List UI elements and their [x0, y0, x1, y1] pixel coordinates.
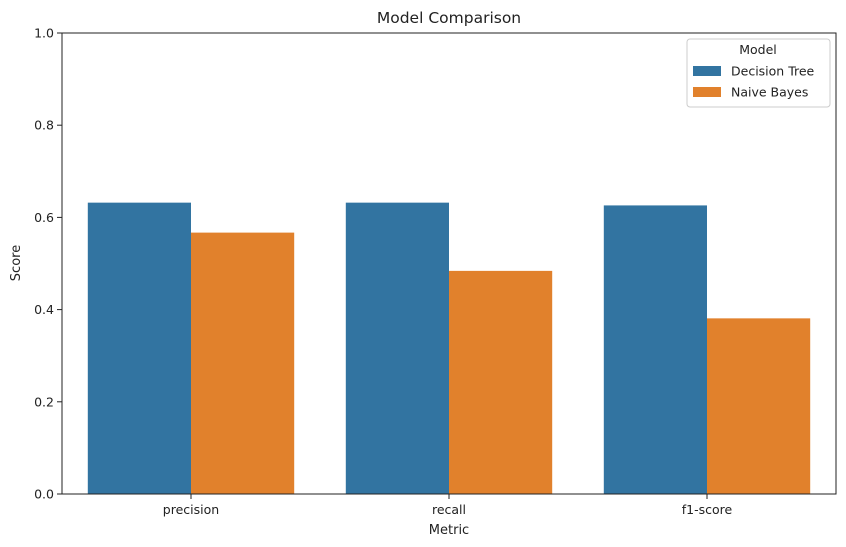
plot-area — [61, 32, 837, 495]
y-tick-label: 0.4 — [34, 302, 54, 317]
legend-swatch — [693, 87, 721, 97]
x-tick-label-recall: recall — [432, 502, 466, 517]
bar-decision-tree-recall — [345, 202, 449, 494]
y-tick-label: 0.2 — [34, 394, 54, 409]
legend-frame — [686, 38, 831, 108]
legend-label: Decision Tree — [731, 64, 815, 79]
legend-swatch — [693, 66, 721, 76]
y-tick-label: 0.0 — [34, 487, 54, 502]
chart-title: Model Comparison — [377, 9, 521, 27]
bar-decision-tree-f1-score — [603, 205, 707, 494]
x-axis: precision recall f1-score — [163, 494, 733, 517]
y-tick-label: 0.8 — [34, 118, 54, 133]
legend-title: Model — [739, 42, 777, 57]
legend: Model Decision Tree Naive Bayes — [686, 38, 831, 108]
x-axis-label: Metric — [429, 523, 469, 538]
y-axis: 0.0 0.2 0.4 0.6 0.8 1.0 — [34, 26, 62, 502]
bar-decision-tree-precision — [87, 202, 191, 494]
legend-label: Naive Bayes — [731, 85, 808, 100]
x-tick-label-f1-score: f1-score — [682, 502, 733, 517]
y-tick-label: 0.6 — [34, 210, 54, 225]
bar-naive-bayes-recall — [449, 270, 553, 494]
bar-naive-bayes-f1-score — [707, 318, 811, 494]
y-tick-label: 1.0 — [34, 26, 54, 41]
bar-naive-bayes-precision — [191, 232, 295, 494]
y-axis-label: Score — [9, 245, 24, 281]
x-tick-label-precision: precision — [163, 502, 219, 517]
